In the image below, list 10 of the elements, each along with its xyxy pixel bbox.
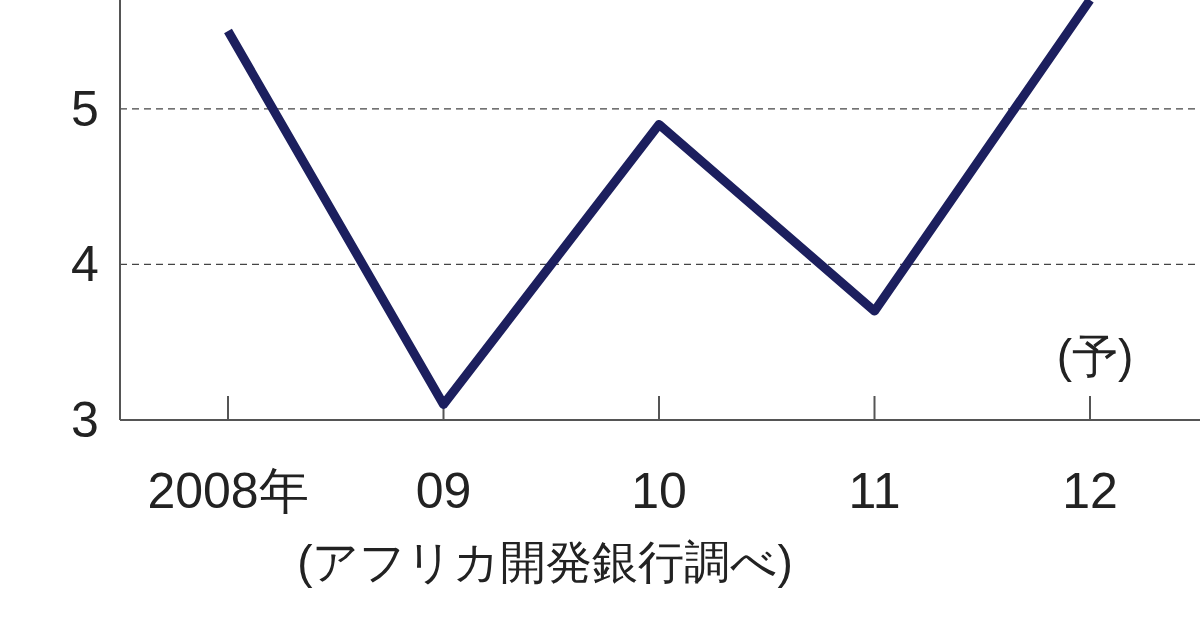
x-tick-label: 09: [415, 463, 472, 519]
text: (アフリカ開発銀行調べ): [297, 536, 793, 588]
x-tick-label: 12: [1062, 463, 1118, 519]
x-tick-label: 11: [848, 463, 901, 519]
x-tick-label: 2008年: [147, 463, 309, 519]
y-tick-label: 5: [71, 80, 99, 137]
annotation: (予): [1056, 330, 1134, 382]
x-tick-label: 10: [631, 463, 687, 519]
y-tick-label: 3: [71, 392, 99, 448]
y-tick-label: 4: [71, 236, 99, 293]
